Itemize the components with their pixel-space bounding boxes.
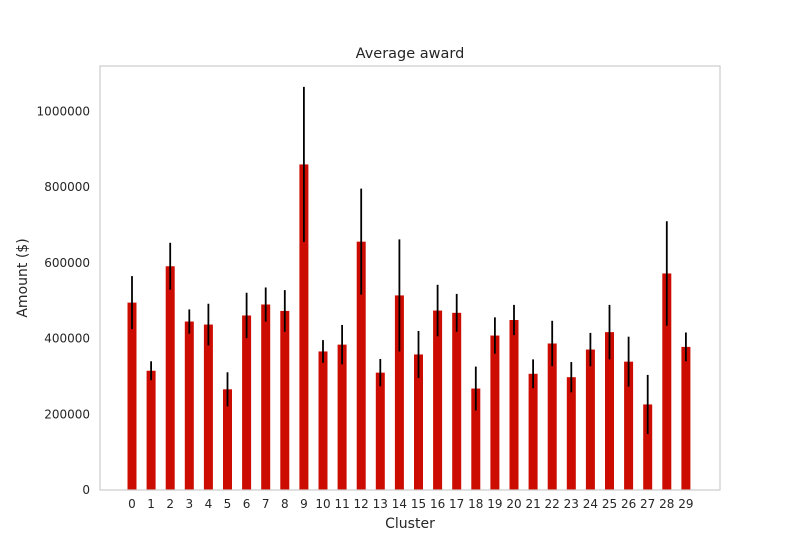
x-tick-label: 12 <box>354 497 369 511</box>
bar-cluster-12 <box>356 241 366 490</box>
x-tick-label: 25 <box>602 497 617 511</box>
x-tick-label: 9 <box>300 497 308 511</box>
bar-cluster-3 <box>184 321 194 490</box>
x-tick-label: 20 <box>506 497 521 511</box>
x-tick-label: 0 <box>128 497 136 511</box>
bar-cluster-15 <box>414 354 423 490</box>
x-tick-label: 5 <box>224 497 232 511</box>
bar-cluster-23 <box>566 377 576 490</box>
x-tick-label: 18 <box>468 497 483 511</box>
bar-cluster-14 <box>394 295 404 490</box>
bar-cluster-1 <box>146 370 156 490</box>
y-tick-label: 600000 <box>44 256 90 270</box>
x-tick-label: 29 <box>678 497 693 511</box>
bar-cluster-29 <box>681 346 691 490</box>
x-tick-label: 2 <box>166 497 174 511</box>
x-tick-label: 14 <box>392 497 407 511</box>
x-tick-label: 15 <box>411 497 426 511</box>
bar-cluster-6 <box>242 315 252 490</box>
x-tick-label: 19 <box>487 497 502 511</box>
bar-cluster-16 <box>433 310 443 490</box>
x-tick-label: 16 <box>430 497 445 511</box>
bar-cluster-10 <box>318 351 328 490</box>
bar-cluster-7 <box>261 304 271 490</box>
x-tick-label: 1 <box>147 497 155 511</box>
bar-cluster-19 <box>490 335 500 490</box>
y-axis-label: Amount ($) <box>15 238 31 317</box>
x-tick-label: 27 <box>640 497 655 511</box>
x-tick-label: 11 <box>334 497 349 511</box>
x-axis-label: Cluster <box>385 516 435 532</box>
bar-cluster-25 <box>605 332 614 490</box>
x-tick-label: 3 <box>185 497 193 511</box>
bar-cluster-5 <box>223 389 232 490</box>
bar-cluster-0 <box>127 302 137 490</box>
x-tick-label: 4 <box>205 497 213 511</box>
bars-layer <box>127 164 691 490</box>
bar-cluster-2 <box>165 266 175 490</box>
x-tick-label: 28 <box>659 497 674 511</box>
x-tick-label: 22 <box>545 497 560 511</box>
y-tick-label: 1000000 <box>37 104 90 118</box>
y-tick-label: 0 <box>82 483 90 497</box>
x-tick-label: 17 <box>449 497 464 511</box>
bar-cluster-8 <box>280 310 290 490</box>
y-tick-label: 200000 <box>44 407 90 421</box>
x-tick-label: 8 <box>281 497 289 511</box>
x-tick-label: 13 <box>373 497 388 511</box>
bar-cluster-21 <box>528 373 538 490</box>
y-tick-label: 800000 <box>44 180 90 194</box>
x-tick-label: 23 <box>564 497 579 511</box>
bar-cluster-11 <box>337 344 347 490</box>
bar-cluster-20 <box>509 320 519 490</box>
bar-cluster-4 <box>203 324 213 490</box>
bar-cluster-24 <box>585 349 595 490</box>
x-tick-label: 21 <box>525 497 540 511</box>
x-tick-label: 7 <box>262 497 270 511</box>
error-bars-layer <box>131 86 687 434</box>
x-tick-label: 10 <box>315 497 330 511</box>
bar-cluster-22 <box>547 343 557 490</box>
bar-cluster-28 <box>662 273 672 490</box>
bar-cluster-9 <box>299 164 309 490</box>
x-tick-labels: 0 1 2 3 4 5 6 7 8 9 10 11 12 13 14 15 16 17 18 19 20 21 22 23 24… <box>128 497 693 511</box>
bar-cluster-13 <box>375 372 385 490</box>
x-tick-label: 6 <box>243 497 251 511</box>
y-tick-label: 400000 <box>44 332 90 346</box>
y-tick-labels: 0 200000 400000 600000 800000 1000000 <box>37 104 90 497</box>
x-tick-label: 24 <box>583 497 598 511</box>
plot-frame <box>99 65 721 491</box>
x-tick-label: 26 <box>621 497 636 511</box>
bar-cluster-27 <box>643 404 653 490</box>
bar-cluster-18 <box>471 388 481 490</box>
chart-title: Average award <box>356 46 465 62</box>
bar-cluster-17 <box>452 312 462 490</box>
bar-cluster-26 <box>624 361 634 490</box>
